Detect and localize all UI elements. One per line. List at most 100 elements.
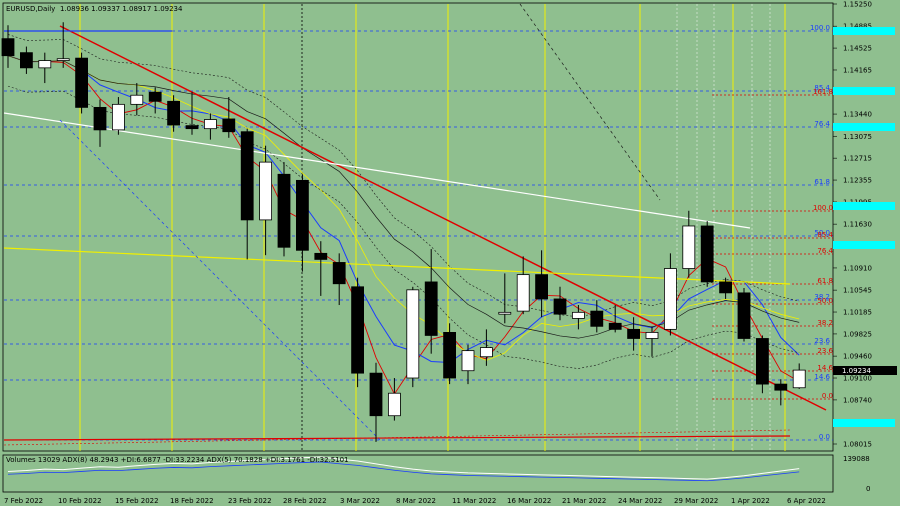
fib-red-label-76.4: 76.4 bbox=[817, 247, 833, 255]
price-tick-label-15: 1.09825 bbox=[843, 330, 872, 338]
price-tick-label-18: 1.08740 bbox=[843, 396, 872, 404]
candle-body-30 bbox=[553, 298, 567, 315]
cyan-badge-low bbox=[833, 419, 895, 427]
price-tick-label-13: 1.10545 bbox=[843, 287, 872, 295]
fib-blue-label-76.4: 76.4 bbox=[814, 120, 830, 128]
cyan-badge-mid bbox=[833, 241, 895, 249]
black-dashed-channel-line bbox=[519, 3, 661, 201]
fib-red-label-50.0: 50.0 bbox=[817, 297, 833, 305]
candle-body-27 bbox=[498, 311, 512, 315]
volume-pane-header: Volumes 13029 ADX(8) 48.2943 +DI:6.6877 … bbox=[6, 456, 349, 464]
fib-red-label-85.4: 85.4 bbox=[817, 231, 833, 239]
red-support-line bbox=[3, 435, 791, 441]
price-tick-label-7: 1.12715 bbox=[843, 155, 872, 163]
candle-body-28 bbox=[516, 274, 530, 312]
volume-scale-min: 0 bbox=[866, 485, 870, 493]
candle-body-11 bbox=[203, 119, 217, 130]
date-axis: 7 Feb 2022 10 Feb 2022 15 Feb 2022 18 Feb 2… bbox=[4, 497, 826, 505]
date-label-14: 6 Apr 2022 bbox=[787, 497, 826, 505]
candle-body-29 bbox=[535, 274, 548, 300]
candle-body-22 bbox=[406, 289, 420, 379]
candle-body-12 bbox=[222, 118, 236, 133]
price-tick-label-1: 1.14885 bbox=[843, 23, 872, 31]
price-tick-label-3: 1.14165 bbox=[843, 66, 872, 74]
candle-body-4 bbox=[75, 57, 88, 108]
ma-black-line bbox=[7, 55, 800, 339]
fib-blue-label-50.0: 50.0 bbox=[814, 229, 830, 237]
candle-body-2 bbox=[38, 60, 52, 69]
fib-red-label-61.8: 61.8 bbox=[817, 277, 833, 285]
candle-body-17 bbox=[314, 252, 328, 260]
price-pane-frame bbox=[2, 2, 834, 452]
candle-body-6 bbox=[112, 103, 125, 131]
candle-body-43 bbox=[792, 369, 806, 389]
candle-body-42 bbox=[774, 383, 788, 391]
price-tick-label-0: 1.15250 bbox=[843, 1, 872, 9]
yellow-trend-line bbox=[3, 247, 791, 285]
price-tick-label-20: 1.08015 bbox=[843, 441, 872, 449]
date-label-8: 11 Mar 2022 bbox=[452, 497, 496, 505]
chart-header-symbol: EURUSD,Daily bbox=[6, 5, 55, 13]
candle-body-34 bbox=[627, 328, 640, 339]
fib-red-label-100.0: 100.0 bbox=[813, 204, 833, 212]
candle-body-24 bbox=[443, 332, 457, 379]
cyan-badge-100 bbox=[833, 202, 895, 210]
volume-pane-frame bbox=[2, 454, 834, 493]
candlestick-series bbox=[1, 22, 806, 442]
date-label-12: 29 Mar 2022 bbox=[674, 497, 718, 505]
fib-red-label-23.6: 23.6 bbox=[817, 347, 833, 355]
ma-red-line bbox=[7, 55, 800, 395]
candle-body-13 bbox=[240, 131, 254, 221]
date-label-10: 21 Mar 2022 bbox=[562, 497, 606, 505]
price-tick-label-5: 1.13440 bbox=[843, 111, 872, 119]
fib-red-label-0.0: 0.0 bbox=[822, 392, 833, 400]
date-label-13: 1 Apr 2022 bbox=[731, 497, 770, 505]
date-label-7: 8 Mar 2022 bbox=[396, 497, 436, 505]
candle-body-26 bbox=[479, 347, 493, 358]
price-axis: 1.152501.148851.145251.141651.138001.134… bbox=[833, 1, 895, 449]
candle-body-18 bbox=[332, 262, 346, 285]
ma-yellow-line bbox=[7, 55, 800, 361]
candle-body-40 bbox=[737, 292, 751, 339]
fib-blue-label-100.0: 100.0 bbox=[810, 24, 830, 32]
price-tick-label-10: 1.11630 bbox=[843, 221, 872, 229]
fib-blue-label-23.6: 23.6 bbox=[814, 337, 830, 345]
moving-average-lines bbox=[7, 34, 800, 395]
chart-header-ohlc: 1.08936 1.09337 1.08917 1.09234 bbox=[60, 5, 183, 13]
candle-body-32 bbox=[590, 310, 604, 327]
candle-body-7 bbox=[130, 94, 144, 105]
candle-body-8 bbox=[148, 91, 162, 102]
adx-line-blue bbox=[7, 461, 800, 482]
trend-lines bbox=[3, 3, 827, 446]
volume-pane: 139088 0 bbox=[7, 455, 870, 493]
price-tick-label-14: 1.10185 bbox=[843, 309, 872, 317]
candle-body-15 bbox=[277, 173, 291, 248]
date-label-6: 3 Mar 2022 bbox=[340, 497, 380, 505]
candle-body-25 bbox=[461, 350, 475, 372]
volume-scale-max: 139088 bbox=[843, 455, 870, 463]
candle-body-20 bbox=[369, 372, 383, 417]
fib-red-label-161.8: 161.8 bbox=[813, 88, 833, 96]
volume-line-white bbox=[7, 456, 800, 480]
price-tick-label-6: 1.13075 bbox=[843, 133, 872, 141]
date-label-11: 24 Mar 2022 bbox=[618, 497, 662, 505]
candle-body-0 bbox=[1, 38, 15, 57]
fib-blue-label-38.2: 38.2 bbox=[814, 293, 830, 301]
candle-body-9 bbox=[167, 100, 181, 126]
price-tick-label-12: 1.10910 bbox=[843, 264, 872, 272]
last-price-badge bbox=[833, 366, 897, 375]
envelope-upper-line bbox=[7, 34, 800, 318]
candle-body-3 bbox=[56, 58, 70, 61]
cyan-badge-85 bbox=[833, 87, 895, 95]
candle-body-23 bbox=[424, 281, 438, 336]
candle-body-5 bbox=[93, 106, 107, 131]
envelope-lower-line bbox=[7, 85, 800, 369]
price-tick-label-8: 1.12355 bbox=[843, 177, 872, 185]
price-tick-label-17: 1.09100 bbox=[843, 375, 872, 383]
fib-blue-label-0.0: 0.0 bbox=[819, 433, 830, 441]
ma-blue-line bbox=[7, 55, 800, 363]
date-label-2: 15 Feb 2022 bbox=[115, 497, 159, 505]
fib-blue-label-14.6: 14.6 bbox=[814, 373, 830, 381]
candle-body-1 bbox=[19, 52, 33, 69]
